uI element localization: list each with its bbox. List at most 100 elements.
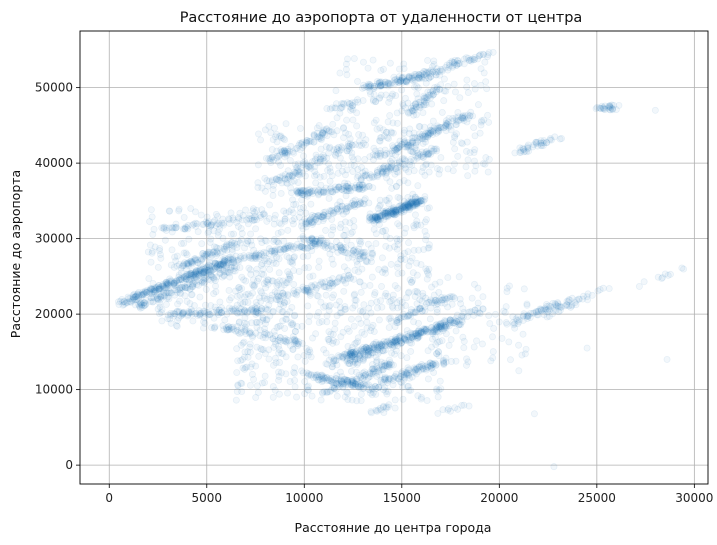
data-point (413, 300, 421, 308)
data-point (436, 377, 444, 385)
data-point (371, 289, 379, 297)
x-tick-label: 10000 (285, 491, 323, 505)
data-point (150, 287, 158, 295)
data-point (464, 358, 472, 366)
data-point (459, 333, 467, 341)
data-point (406, 339, 414, 347)
data-point (332, 152, 340, 160)
data-point (361, 156, 369, 163)
data-point (429, 128, 437, 136)
data-point (188, 260, 196, 268)
data-point (143, 288, 151, 296)
data-point (399, 395, 407, 403)
data-point (505, 338, 513, 346)
data-point (172, 279, 179, 287)
data-point (188, 271, 196, 279)
data-point (290, 149, 298, 157)
data-point (169, 224, 177, 232)
data-point (220, 261, 228, 269)
data-point (612, 106, 620, 113)
data-point (442, 330, 450, 338)
data-point (177, 276, 185, 284)
data-point (152, 284, 160, 292)
data-point (167, 289, 175, 297)
data-point (444, 294, 452, 302)
data-point (369, 56, 377, 64)
data-point (137, 299, 145, 307)
y-axis-label: Расстояние до аэропорта (8, 170, 23, 338)
data-point (437, 154, 445, 162)
data-point (354, 98, 362, 106)
data-point (447, 336, 455, 344)
data-point (230, 230, 238, 238)
data-point (199, 254, 207, 262)
data-point (346, 360, 353, 368)
data-point (463, 83, 471, 91)
data-point (126, 295, 134, 302)
data-point (189, 317, 197, 325)
data-point (201, 278, 209, 286)
data-point (354, 338, 362, 346)
data-point (148, 286, 156, 293)
data-point (276, 219, 284, 227)
data-point (422, 325, 430, 333)
data-point (242, 277, 250, 285)
data-point (225, 323, 232, 331)
data-point (191, 256, 199, 264)
data-point (376, 82, 384, 90)
data-point (223, 246, 231, 254)
data-point (213, 244, 221, 252)
data-point (361, 167, 369, 175)
data-point (336, 297, 343, 305)
data-point (132, 292, 140, 300)
data-point (404, 248, 412, 256)
data-point (236, 239, 244, 247)
data-point (419, 139, 427, 147)
data-point (320, 126, 328, 134)
data-point (411, 308, 419, 316)
data-point (408, 106, 416, 114)
data-point (329, 120, 337, 128)
data-point (401, 333, 409, 341)
data-point (424, 375, 432, 383)
data-point (163, 278, 171, 286)
data-point (228, 256, 236, 264)
data-point (181, 274, 189, 282)
data-point (342, 192, 350, 200)
data-point (304, 252, 312, 260)
data-point (350, 156, 358, 164)
data-point (328, 215, 336, 223)
data-point (207, 302, 215, 310)
data-point (186, 270, 194, 278)
data-point (334, 248, 342, 256)
data-point (458, 140, 466, 148)
data-point (305, 137, 313, 145)
data-point (305, 370, 313, 378)
data-point (177, 240, 185, 248)
data-point (315, 263, 323, 271)
data-point (119, 301, 127, 309)
data-point (287, 142, 295, 150)
data-point (386, 112, 394, 119)
data-point (476, 129, 484, 137)
data-point (330, 209, 337, 217)
data-point (261, 174, 269, 182)
data-point (140, 299, 148, 307)
data-point (417, 395, 425, 403)
data-point (297, 209, 304, 216)
data-point (156, 244, 164, 252)
data-point (257, 213, 265, 221)
data-point (286, 156, 294, 164)
data-point (257, 235, 265, 243)
data-point (428, 63, 436, 70)
data-point (360, 84, 368, 91)
data-point (188, 291, 196, 298)
data-point (163, 281, 171, 288)
data-point (270, 328, 278, 335)
data-point (219, 260, 227, 268)
data-point (172, 224, 180, 232)
data-point (328, 294, 336, 302)
data-point (375, 316, 383, 324)
data-point (404, 194, 412, 201)
data-point (206, 262, 214, 270)
